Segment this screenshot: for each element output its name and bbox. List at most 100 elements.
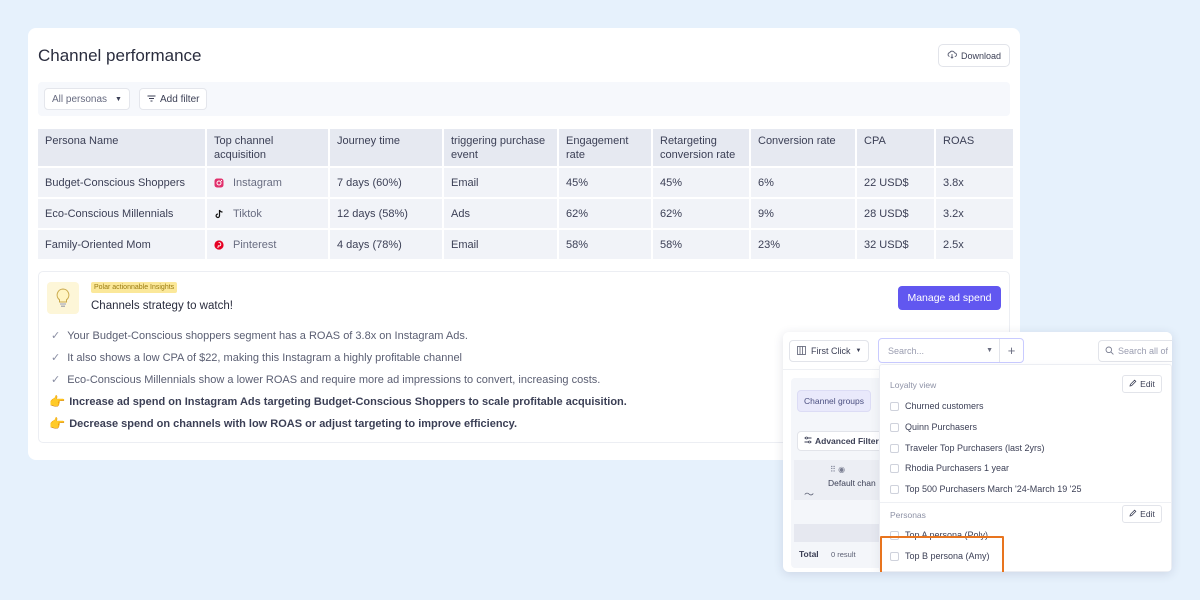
insights-title: Channels strategy to watch! xyxy=(91,300,233,312)
option-label: Top B persona (Amy) xyxy=(905,551,990,561)
total-label: Total xyxy=(799,549,819,559)
insight-bullet: ✓ Your Budget-Conscious shoppers segment… xyxy=(51,329,468,343)
journey-cell: 7 days (60%) xyxy=(330,168,442,197)
persona-option[interactable]: Top B persona (Amy) xyxy=(890,551,990,561)
add-filter-label: Add filter xyxy=(160,93,200,105)
pointing-hand-icon: 👉 xyxy=(49,416,66,431)
channels-panel: Channel groups Advanced Filters ⠿ ◉ 〜 De… xyxy=(791,378,891,568)
column-header[interactable]: triggering purchase event xyxy=(444,129,557,166)
segment-search-combo[interactable]: Search... ▼ + xyxy=(878,338,1024,363)
caret-down-icon[interactable]: ▼ xyxy=(986,347,993,354)
search-all-input[interactable]: Search all of xyxy=(1098,340,1172,362)
conversion-cell: 9% xyxy=(751,199,855,228)
personas-edit-button[interactable]: Edit xyxy=(1122,505,1162,523)
pencil-icon xyxy=(1129,509,1137,519)
option-label: Quinn Purchasers xyxy=(905,422,978,432)
trend-icon: 〜 xyxy=(804,490,814,501)
journey-cell: 12 days (58%) xyxy=(330,199,442,228)
sliders-icon xyxy=(804,436,812,446)
loyalty-option[interactable]: Churned customers xyxy=(890,401,984,411)
page-title: Channel performance xyxy=(38,46,202,65)
channel-groups-tab[interactable]: Channel groups xyxy=(797,390,872,412)
pointing-hand-icon: 👉 xyxy=(49,394,66,409)
result-count: 0 result xyxy=(831,550,856,559)
drag-handle-icon[interactable]: ⠿ ◉ xyxy=(830,465,846,474)
option-label: Top 500 Purchasers March '24-March 19 '2… xyxy=(905,484,1082,494)
advanced-filters-button[interactable]: Advanced Filters xyxy=(797,431,891,451)
loyalty-option[interactable]: Traveler Top Purchasers (last 2yrs) xyxy=(890,443,1045,453)
persona-select[interactable]: All personas ▼ xyxy=(44,88,130,110)
column-header[interactable]: Journey time xyxy=(330,129,442,166)
checkbox[interactable] xyxy=(890,443,899,453)
action-text: Increase ad spend on Instagram Ads targe… xyxy=(69,396,627,408)
check-icon: ✓ xyxy=(51,374,61,386)
loyalty-edit-button[interactable]: Edit xyxy=(1122,375,1162,393)
pencil-icon xyxy=(1129,379,1137,389)
personas-highlight-box xyxy=(880,536,1004,572)
roas-cell: 3.2x xyxy=(936,199,1013,228)
column-header[interactable]: Engagement rate xyxy=(559,129,651,166)
conversion-cell: 23% xyxy=(751,230,855,259)
tiktok-icon xyxy=(214,209,224,219)
option-label: Top A persona (Poly) xyxy=(905,530,989,540)
loyalty-option[interactable]: Quinn Purchasers xyxy=(890,422,977,432)
option-label: Rhodia Purchasers 1 year xyxy=(905,463,1010,473)
plus-icon[interactable]: + xyxy=(999,339,1023,362)
column-header[interactable]: Top channel acquisition xyxy=(207,129,328,166)
column-header[interactable]: Conversion rate xyxy=(751,129,855,166)
check-icon: ✓ xyxy=(51,352,61,364)
search-input[interactable]: Search... xyxy=(888,345,925,356)
manage-ad-spend-button[interactable]: Manage ad spend xyxy=(898,286,1001,310)
option-label: Churned customers xyxy=(905,401,984,411)
add-filter-button[interactable]: Add filter xyxy=(139,88,208,110)
checkbox[interactable] xyxy=(890,422,899,432)
filter-bar: All personas ▼ Add filter xyxy=(38,82,1010,116)
insights-panel: Polar actionnable Insights Channels stra… xyxy=(38,271,1010,443)
check-icon: ✓ xyxy=(51,330,61,342)
column-header[interactable]: Retargeting conversion rate xyxy=(653,129,749,166)
edit-label: Edit xyxy=(1140,379,1155,389)
loyalty-option[interactable]: Rhodia Purchasers 1 year xyxy=(890,463,1009,473)
roas-cell: 3.8x xyxy=(936,168,1013,197)
insight-bullet: ✓ Eco-Conscious Millennials show a lower… xyxy=(51,373,600,387)
column-header[interactable]: CPA xyxy=(857,129,934,166)
instagram-icon xyxy=(214,178,224,188)
pinterest-icon xyxy=(214,239,224,250)
channel-cell: Tiktok xyxy=(207,199,328,228)
insight-text: Your Budget-Conscious shoppers segment h… xyxy=(67,329,468,342)
default-channel-header: Default chan xyxy=(828,478,876,488)
engagement-cell: 62% xyxy=(559,199,651,228)
download-button[interactable]: Download xyxy=(937,44,1010,67)
persona-option[interactable]: Top A persona (Poly) xyxy=(890,530,988,540)
roas-cell: 2.5x xyxy=(936,230,1013,259)
caret-down-icon: ▼ xyxy=(855,348,862,354)
persona-select-value: All personas xyxy=(52,93,108,105)
retargeting-cell: 58% xyxy=(653,230,749,259)
table-header: ⠿ ◉ 〜 Default chan xyxy=(794,460,886,501)
checkbox[interactable] xyxy=(890,401,899,411)
personas-title: Personas xyxy=(890,510,926,520)
caret-down-icon: ▼ xyxy=(115,95,122,103)
persona-cell: Eco-Conscious Millennials xyxy=(38,199,205,228)
cpa-cell: 22 USD$ xyxy=(857,168,934,197)
channel-table: Persona Name Top channel acquisition Jou… xyxy=(38,129,1013,259)
checkbox[interactable] xyxy=(890,551,899,561)
checkbox[interactable] xyxy=(890,484,899,494)
conversion-cell: 6% xyxy=(751,168,855,197)
event-cell: Ads xyxy=(444,199,557,228)
loyalty-option[interactable]: Top 500 Purchasers March '24-March 19 '2… xyxy=(890,484,1082,494)
persona-cell: Family-Oriented Mom xyxy=(38,230,205,259)
attribution-select[interactable]: First Click ▼ xyxy=(789,340,870,362)
channel-performance-card: Channel performance Download All persona… xyxy=(28,28,1020,460)
checkbox[interactable] xyxy=(890,463,899,473)
column-header[interactable]: ROAS xyxy=(936,129,1013,166)
column-header[interactable]: Persona Name xyxy=(38,129,205,166)
advanced-filters-label: Advanced Filters xyxy=(815,436,884,446)
cpa-cell: 28 USD$ xyxy=(857,199,934,228)
retargeting-cell: 45% xyxy=(653,168,749,197)
persona-cell: Budget-Conscious Shoppers xyxy=(38,168,205,197)
checkbox[interactable] xyxy=(890,530,899,540)
edit-label: Edit xyxy=(1140,509,1155,519)
download-label: Download xyxy=(960,50,1001,61)
search-icon xyxy=(1105,346,1114,357)
